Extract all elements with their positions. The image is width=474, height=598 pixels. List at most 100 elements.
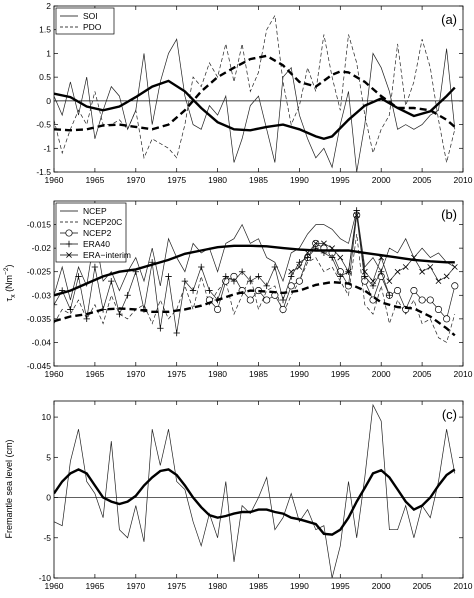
panel-label: (a) [441, 12, 457, 27]
series-group [54, 207, 459, 343]
y-tick-label: -0.045 [27, 361, 51, 371]
data-point [296, 264, 303, 270]
data-point [337, 254, 344, 261]
data-point [434, 305, 443, 313]
data-point [443, 273, 450, 280]
data-point [296, 259, 303, 266]
y-tick-label: -5 [43, 533, 51, 543]
plot-frame [53, 5, 464, 173]
data-point [206, 287, 213, 294]
x-tick-label: 1995 [331, 175, 350, 185]
data-point [337, 273, 344, 280]
data-point [54, 301, 58, 308]
y-tick-label: -0.015 [27, 220, 51, 230]
data-point [263, 296, 271, 304]
x-tick-label: 1970 [126, 175, 145, 185]
data-point [427, 264, 434, 270]
y-axis-label-unit: (Nm [4, 275, 14, 295]
legend-label: NCEP [83, 206, 107, 216]
data-point [353, 207, 360, 214]
y-tick-label: 0 [46, 96, 51, 106]
x-tick-label: 2000 [372, 175, 391, 185]
data-point [345, 268, 352, 275]
data-point [67, 306, 74, 313]
x-tick-label: 1975 [167, 175, 186, 185]
x-tick-label: 1990 [290, 175, 309, 185]
data-point [378, 268, 385, 275]
series-line-soi [54, 38, 456, 172]
data-point [402, 264, 409, 270]
data-point [288, 273, 295, 280]
legend-marker [66, 252, 72, 258]
x-tick-label: 1970 [126, 581, 145, 591]
data-point [157, 325, 164, 332]
x-tick-label: 1980 [208, 369, 227, 379]
panel-1: 1960 1965 1970 1975 1980 1985 1990 1995 2000 2005… [36, 1, 472, 185]
data-point [312, 240, 319, 247]
data-point [361, 268, 368, 275]
data-point [353, 212, 360, 219]
data-point [230, 277, 238, 285]
x-tick-label: 1960 [45, 175, 64, 185]
y-tick-label: -1.5 [36, 167, 51, 177]
series-line-fremantle-smoothed [54, 468, 456, 536]
x-tick-label: 1965 [85, 581, 104, 591]
x-tick-label: 1995 [331, 581, 350, 591]
data-point [451, 264, 458, 270]
data-point [386, 292, 393, 299]
data-point [83, 315, 90, 323]
legend-marker [65, 229, 73, 237]
series-group [54, 403, 456, 578]
data-point [108, 277, 115, 285]
series-group [54, 14, 456, 172]
data-point [116, 310, 123, 318]
x-tick-label: 1965 [85, 175, 104, 185]
x-tick-label: 1985 [249, 175, 268, 185]
series-line-smooth-lower [54, 280, 456, 337]
data-point [386, 278, 393, 285]
data-point [426, 296, 434, 304]
x-tick-label: 2005 [413, 581, 432, 591]
x-tick-label: 1960 [45, 581, 64, 591]
y-tick-label: 10 [42, 412, 52, 422]
data-point [181, 277, 189, 285]
x-tick-label: 1990 [290, 369, 309, 379]
x-tick-label: 2000 [372, 581, 391, 591]
data-point [304, 254, 311, 261]
data-point [238, 268, 246, 275]
x-tick-label: 1975 [167, 581, 186, 591]
data-point [255, 273, 262, 280]
x-tick-label: 1965 [85, 369, 104, 379]
data-point [75, 273, 82, 280]
x-tick-label: 2000 [372, 369, 391, 379]
data-point [394, 287, 402, 295]
data-point [410, 287, 418, 295]
data-point [214, 305, 222, 313]
series-line-ncep2 [209, 215, 456, 320]
legend-label: NCEP2 [83, 228, 112, 238]
y-axis-label: τx (Nm−2) [3, 265, 17, 302]
data-point [246, 296, 254, 304]
legend-label: ERA−interim [83, 250, 131, 260]
x-tick-label: 2005 [413, 175, 432, 185]
y-axis-label-unit-sup: −2 [3, 267, 10, 275]
x-tick-label: 1980 [208, 175, 227, 185]
y-tick-label: 2 [46, 1, 51, 11]
legend-marker [65, 240, 73, 248]
x-tick-label: 1960 [45, 369, 64, 379]
panel-label: (c) [442, 407, 457, 422]
series-line-pdo-smoothed [54, 54, 456, 132]
data-point [279, 296, 287, 304]
series-line-ncep20c [54, 233, 456, 343]
x-tick-label: 1975 [167, 369, 186, 379]
y-tick-label: -0.035 [27, 314, 51, 324]
x-tick-label: 2010 [454, 175, 473, 185]
y-tick-label: -0.5 [36, 120, 51, 130]
legend-label: PDO [83, 22, 102, 32]
y-tick-label: 1 [46, 48, 51, 58]
data-point [419, 268, 425, 275]
x-tick-label: 1990 [290, 581, 309, 591]
